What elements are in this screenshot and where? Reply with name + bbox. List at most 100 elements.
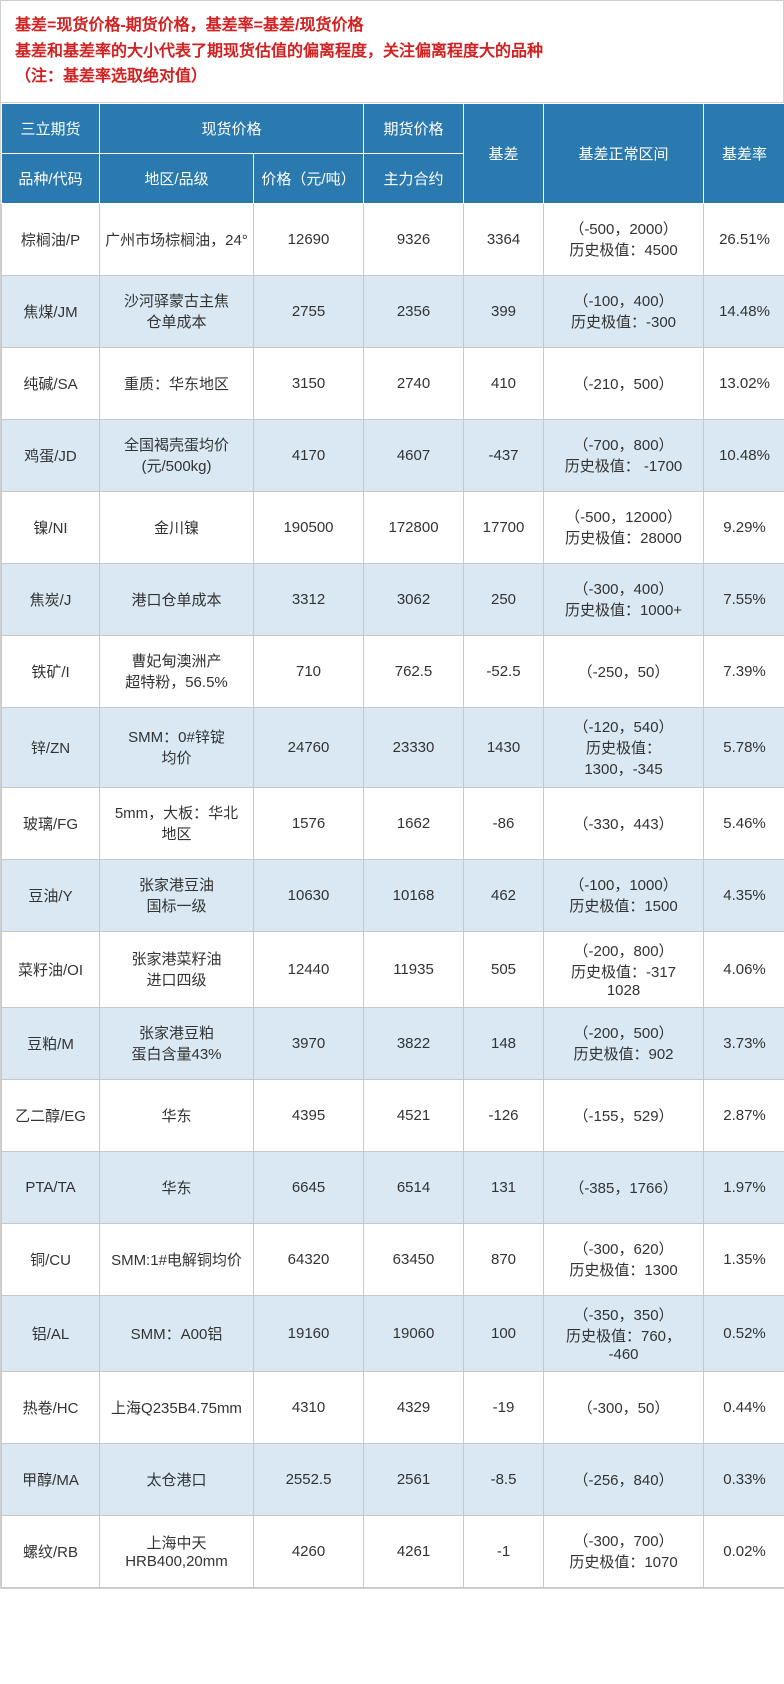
cell-region: 重质：华东地区 bbox=[100, 347, 254, 419]
note-line-3: （注：基差率选取绝对值） bbox=[15, 64, 769, 90]
cell-range: （-256，840） bbox=[544, 1443, 704, 1515]
cell-rate: 13.02% bbox=[704, 347, 784, 419]
table-row: 豆油/Y张家港豆油国标一级1063010168462（-100，1000）历史极… bbox=[2, 859, 784, 931]
cell-basis: 17700 bbox=[464, 491, 544, 563]
cell-futures: 3822 bbox=[364, 1007, 464, 1079]
cell-code: 乙二醇/EG bbox=[2, 1079, 100, 1151]
table-row: 铁矿/I曹妃甸澳洲产超特粉，56.5%710762.5-52.5（-250，50… bbox=[2, 635, 784, 707]
table-header: 三立期货 现货价格 期货价格 基差 基差正常区间 基差率 品种/代码 地区/品级… bbox=[2, 103, 784, 203]
cell-code: 铝/AL bbox=[2, 1295, 100, 1371]
cell-range: （-155，529） bbox=[544, 1079, 704, 1151]
cell-code: 铜/CU bbox=[2, 1223, 100, 1295]
cell-rate: 7.39% bbox=[704, 635, 784, 707]
cell-range: （-500，2000）历史极值：4500 bbox=[544, 203, 704, 275]
cell-futures: 19060 bbox=[364, 1295, 464, 1371]
table-row: 豆粕/M张家港豆粕蛋白含量43%39703822148（-200，500）历史极… bbox=[2, 1007, 784, 1079]
cell-range: （-350，350）历史极值：760，-460 bbox=[544, 1295, 704, 1371]
cell-basis: 100 bbox=[464, 1295, 544, 1371]
cell-code: 焦炭/J bbox=[2, 563, 100, 635]
cell-range: （-250，50） bbox=[544, 635, 704, 707]
cell-rate: 0.02% bbox=[704, 1515, 784, 1587]
cell-spot: 710 bbox=[254, 635, 364, 707]
cell-spot: 3312 bbox=[254, 563, 364, 635]
cell-code: 热卷/HC bbox=[2, 1371, 100, 1443]
cell-region: 华东 bbox=[100, 1079, 254, 1151]
cell-code: 菜籽油/OI bbox=[2, 931, 100, 1007]
cell-range: （-500，12000）历史极值：28000 bbox=[544, 491, 704, 563]
table-row: 锌/ZNSMM：0#锌锭均价24760233301430（-120，540）历史… bbox=[2, 707, 784, 787]
cell-rate: 10.48% bbox=[704, 419, 784, 491]
document-container: 基差=现货价格-期货价格，基差率=基差/现货价格 基差和基差率的大小代表了期现货… bbox=[0, 0, 784, 1589]
cell-code: PTA/TA bbox=[2, 1151, 100, 1223]
cell-basis: 1430 bbox=[464, 707, 544, 787]
table-row: 鸡蛋/JD全国褐壳蛋均价(元/500kg)41704607-437（-700，8… bbox=[2, 419, 784, 491]
cell-rate: 1.97% bbox=[704, 1151, 784, 1223]
cell-range: （-385，1766） bbox=[544, 1151, 704, 1223]
table-row: 甲醇/MA太仓港口2552.52561-8.5（-256，840）0.33% bbox=[2, 1443, 784, 1515]
table-row: 玻璃/FG5mm，大板：华北地区15761662-86（-330，443）5.4… bbox=[2, 787, 784, 859]
cell-code: 焦煤/JM bbox=[2, 275, 100, 347]
cell-spot: 12440 bbox=[254, 931, 364, 1007]
table-row: 热卷/HC上海Q235B4.75mm43104329-19（-300，50）0.… bbox=[2, 1371, 784, 1443]
cell-range: （-120，540）历史极值：1300，-345 bbox=[544, 707, 704, 787]
cell-region: 沙河驿蒙古主焦仓单成本 bbox=[100, 275, 254, 347]
cell-rate: 0.33% bbox=[704, 1443, 784, 1515]
table-row: 铜/CUSMM:1#电解铜均价6432063450870（-300，620）历史… bbox=[2, 1223, 784, 1295]
cell-basis: 505 bbox=[464, 931, 544, 1007]
cell-range: （-200，500）历史极值：902 bbox=[544, 1007, 704, 1079]
cell-code: 螺纹/RB bbox=[2, 1515, 100, 1587]
cell-futures: 2740 bbox=[364, 347, 464, 419]
th-contract: 主力合约 bbox=[364, 153, 464, 203]
cell-basis: -8.5 bbox=[464, 1443, 544, 1515]
note-line-2: 基差和基差率的大小代表了期现货估值的偏离程度，关注偏离程度大的品种 bbox=[15, 39, 769, 65]
cell-basis: -126 bbox=[464, 1079, 544, 1151]
cell-basis: -86 bbox=[464, 787, 544, 859]
table-row: 纯碱/SA重质：华东地区31502740410（-210，500）13.02% bbox=[2, 347, 784, 419]
cell-spot: 4260 bbox=[254, 1515, 364, 1587]
cell-futures: 3062 bbox=[364, 563, 464, 635]
cell-basis: 462 bbox=[464, 859, 544, 931]
cell-range: （-210，500） bbox=[544, 347, 704, 419]
basis-table: 三立期货 现货价格 期货价格 基差 基差正常区间 基差率 品种/代码 地区/品级… bbox=[1, 103, 784, 1588]
cell-code: 镍/NI bbox=[2, 491, 100, 563]
cell-spot: 3150 bbox=[254, 347, 364, 419]
cell-code: 纯碱/SA bbox=[2, 347, 100, 419]
cell-basis: 250 bbox=[464, 563, 544, 635]
cell-code: 棕榈油/P bbox=[2, 203, 100, 275]
cell-region: 金川镍 bbox=[100, 491, 254, 563]
table-row: 镍/NI金川镍19050017280017700（-500，12000）历史极值… bbox=[2, 491, 784, 563]
cell-range: （-200，800）历史极值：-3171028 bbox=[544, 931, 704, 1007]
th-spot-price: 现货价格 bbox=[100, 103, 364, 153]
cell-code: 锌/ZN bbox=[2, 707, 100, 787]
cell-region: 上海中天HRB400,20mm bbox=[100, 1515, 254, 1587]
cell-basis: -1 bbox=[464, 1515, 544, 1587]
cell-code: 铁矿/I bbox=[2, 635, 100, 707]
cell-region: 张家港菜籽油进口四级 bbox=[100, 931, 254, 1007]
cell-region: 张家港豆粕蛋白含量43% bbox=[100, 1007, 254, 1079]
cell-futures: 10168 bbox=[364, 859, 464, 931]
cell-rate: 1.35% bbox=[704, 1223, 784, 1295]
cell-futures: 2356 bbox=[364, 275, 464, 347]
table-row: 焦炭/J港口仓单成本33123062250（-300，400）历史极值：1000… bbox=[2, 563, 784, 635]
cell-rate: 2.87% bbox=[704, 1079, 784, 1151]
cell-range: （-330，443） bbox=[544, 787, 704, 859]
cell-futures: 1662 bbox=[364, 787, 464, 859]
cell-range: （-100，400）历史极值：-300 bbox=[544, 275, 704, 347]
cell-rate: 7.55% bbox=[704, 563, 784, 635]
cell-futures: 6514 bbox=[364, 1151, 464, 1223]
cell-futures: 2561 bbox=[364, 1443, 464, 1515]
cell-rate: 4.06% bbox=[704, 931, 784, 1007]
cell-basis: -52.5 bbox=[464, 635, 544, 707]
cell-spot: 64320 bbox=[254, 1223, 364, 1295]
th-basis-range: 基差正常区间 bbox=[544, 103, 704, 203]
cell-region: 全国褐壳蛋均价(元/500kg) bbox=[100, 419, 254, 491]
cell-range: （-300，50） bbox=[544, 1371, 704, 1443]
header-note: 基差=现货价格-期货价格，基差率=基差/现货价格 基差和基差率的大小代表了期现货… bbox=[1, 1, 783, 103]
note-line-1: 基差=现货价格-期货价格，基差率=基差/现货价格 bbox=[15, 13, 769, 39]
table-body: 棕榈油/P广州市场棕榈油，24°1269093263364（-500，2000）… bbox=[2, 203, 784, 1587]
cell-region: SMM:1#电解铜均价 bbox=[100, 1223, 254, 1295]
cell-spot: 1576 bbox=[254, 787, 364, 859]
cell-rate: 5.78% bbox=[704, 707, 784, 787]
table-row: 菜籽油/OI张家港菜籽油进口四级1244011935505（-200，800）历… bbox=[2, 931, 784, 1007]
cell-range: （-100，1000）历史极值：1500 bbox=[544, 859, 704, 931]
